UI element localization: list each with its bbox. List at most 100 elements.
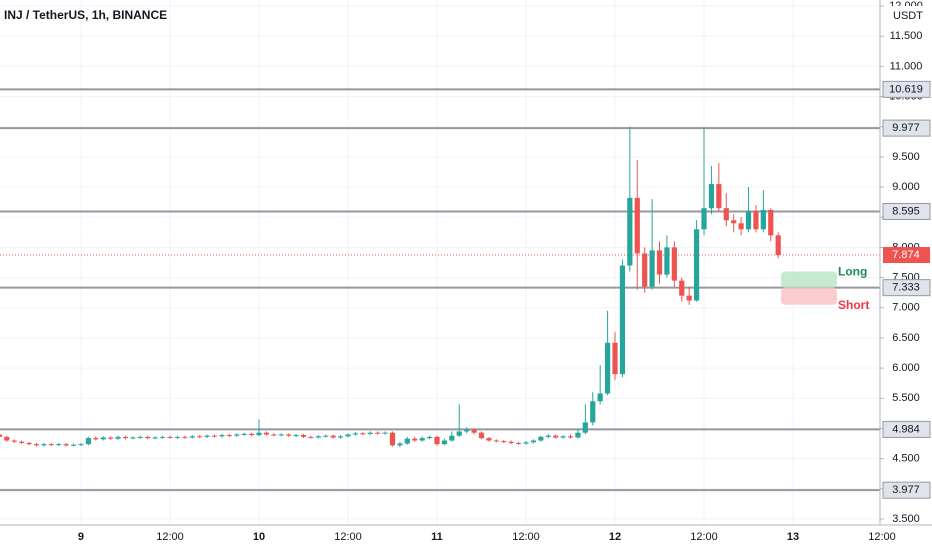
x-tick-label: 12 bbox=[609, 531, 621, 543]
candle-body bbox=[345, 434, 351, 437]
candle-body bbox=[167, 436, 173, 438]
candle-body bbox=[530, 440, 537, 443]
candle-body bbox=[404, 438, 410, 444]
x-tick-label: 10 bbox=[253, 531, 265, 543]
candle-body bbox=[41, 444, 47, 446]
candle-body bbox=[619, 265, 626, 375]
axes: 3.5004.0004.5005.0005.5006.0006.5007.000… bbox=[78, 0, 931, 543]
level-label: 3.977 bbox=[892, 484, 920, 496]
candle-body bbox=[441, 440, 448, 445]
levels: Long Short bbox=[0, 88, 880, 492]
level-label: 7.333 bbox=[892, 282, 920, 294]
candle-body bbox=[604, 342, 611, 394]
candle-body bbox=[412, 438, 418, 441]
candle-body bbox=[567, 436, 574, 438]
short-box bbox=[781, 287, 837, 305]
y-tick-label: 9.500 bbox=[892, 151, 920, 163]
candle-body bbox=[523, 442, 529, 444]
candle-body bbox=[708, 184, 715, 209]
candle-body bbox=[456, 431, 462, 436]
candle-body bbox=[352, 433, 359, 435]
level-label-box bbox=[882, 279, 931, 297]
candle-body bbox=[419, 438, 425, 441]
candle-body bbox=[256, 432, 262, 436]
candle-body bbox=[211, 435, 218, 437]
level-label: 9.977 bbox=[892, 122, 920, 134]
level-label-box bbox=[882, 80, 931, 98]
candle-body bbox=[308, 436, 314, 438]
level-label: 8.595 bbox=[892, 205, 920, 217]
candle-body bbox=[330, 435, 336, 438]
candle-body bbox=[300, 435, 307, 437]
candle-body bbox=[204, 435, 210, 437]
candle-body bbox=[226, 435, 232, 437]
candle-body bbox=[627, 197, 633, 266]
candle-body bbox=[130, 437, 136, 439]
candles bbox=[0, 126, 781, 448]
candle-body bbox=[560, 436, 566, 438]
candle-body bbox=[219, 435, 225, 437]
last-price-label: 7.874 bbox=[892, 249, 920, 261]
candle-body bbox=[63, 444, 69, 446]
candle-body bbox=[367, 432, 373, 434]
candle-body bbox=[478, 432, 485, 439]
x-tick-label: 12:00 bbox=[156, 531, 184, 543]
y-tick-label: 5.500 bbox=[892, 392, 920, 404]
x-tick-label: 12:00 bbox=[334, 531, 362, 543]
time-axis bbox=[0, 525, 880, 550]
last-price-box bbox=[883, 247, 930, 264]
candle-body bbox=[315, 436, 321, 438]
x-tick-label: 12:00 bbox=[512, 531, 540, 543]
candle-body bbox=[716, 184, 722, 209]
currency-box bbox=[889, 6, 927, 26]
candle-body bbox=[389, 432, 396, 446]
chart-title: INJ / TetherUS, 1h, BINANCE bbox=[4, 8, 167, 22]
candle-body bbox=[100, 437, 106, 440]
candle-body bbox=[248, 433, 255, 436]
candle-body bbox=[449, 435, 455, 441]
candle-body bbox=[590, 401, 596, 423]
candle-body bbox=[234, 434, 240, 436]
candle-body bbox=[545, 435, 551, 437]
short-label: Short bbox=[838, 298, 869, 312]
candle-body bbox=[93, 438, 99, 440]
candle-body bbox=[137, 436, 143, 438]
y-tick-label: 6.500 bbox=[892, 332, 920, 344]
candle-body bbox=[649, 250, 655, 287]
x-tick-label: 13 bbox=[787, 531, 799, 543]
candle-body bbox=[11, 440, 17, 442]
candle-body bbox=[693, 229, 700, 301]
candle-body bbox=[56, 444, 62, 446]
candle-body bbox=[286, 434, 292, 436]
y-tick-label: 11.000 bbox=[890, 60, 923, 72]
candle-body bbox=[263, 432, 270, 435]
candle-body bbox=[679, 280, 685, 296]
candle-body bbox=[182, 436, 188, 438]
candle-body bbox=[360, 433, 366, 435]
candle-body bbox=[753, 211, 759, 230]
candle-body bbox=[464, 429, 470, 432]
candle-body bbox=[508, 441, 514, 443]
candle-body bbox=[115, 436, 121, 439]
y-tick-label: 7.000 bbox=[892, 302, 920, 314]
candle-body bbox=[612, 342, 618, 375]
candle-body bbox=[575, 432, 581, 438]
candle-body bbox=[493, 440, 499, 442]
candle-body bbox=[0, 434, 2, 437]
x-tick-label: 11 bbox=[431, 531, 443, 543]
candle-body bbox=[382, 432, 388, 434]
candle-body bbox=[597, 393, 603, 402]
candle-body bbox=[745, 211, 752, 230]
candle-body bbox=[664, 247, 670, 275]
candle-body bbox=[19, 441, 25, 443]
candle-body bbox=[293, 435, 299, 437]
candle-body bbox=[397, 443, 403, 446]
candle-body bbox=[515, 442, 522, 444]
level-label-box bbox=[882, 420, 931, 438]
x-tick-label: 12:00 bbox=[868, 531, 896, 543]
candle-body bbox=[48, 444, 54, 446]
candle-body bbox=[33, 444, 40, 446]
candle-body bbox=[723, 208, 729, 221]
candle-body bbox=[538, 436, 544, 441]
candle-body bbox=[671, 247, 677, 281]
